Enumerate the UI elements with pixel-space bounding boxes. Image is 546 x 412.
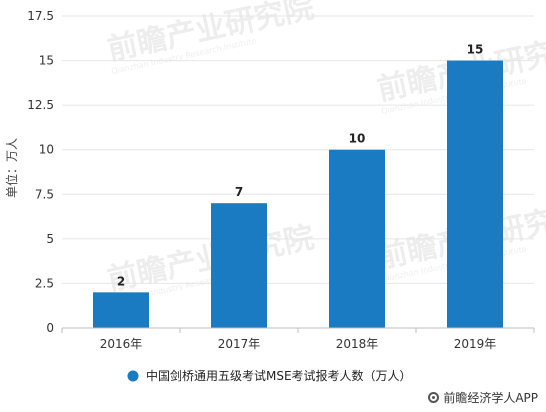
x-tick-label: 2018年 — [336, 337, 379, 351]
y-tick-label: 2.5 — [35, 276, 54, 290]
brand-logo-icon — [428, 392, 440, 403]
bar — [329, 149, 385, 328]
data-label: 7 — [235, 185, 243, 199]
x-tick-label: 2019年 — [454, 337, 497, 351]
data-label: 2 — [117, 274, 125, 288]
y-axis-ticks: 0 2.5 5 7.5 10 12.5 15 17.5 — [27, 9, 54, 335]
watermark-text: 前瞻产业研究院 — [104, 0, 317, 68]
y-tick-label: 17.5 — [27, 9, 54, 23]
legend-marker — [127, 370, 139, 382]
y-tick-label: 10 — [39, 143, 54, 157]
y-tick-label: 12.5 — [27, 98, 54, 112]
legend: 中国剑桥通用五级考试MSE考试报考人数（万人） — [127, 368, 412, 383]
y-tick-label: 7.5 — [35, 187, 54, 201]
bar — [93, 292, 149, 328]
y-tick-label: 15 — [39, 54, 54, 68]
x-tick-label: 2017年 — [218, 337, 261, 351]
y-axis-label: 单位：万人 — [4, 138, 19, 198]
bar — [447, 60, 503, 328]
legend-label: 中国剑桥通用五级考试MSE考试报考人数（万人） — [146, 368, 412, 383]
brand-text: 前瞻经济学人APP — [443, 391, 538, 405]
brand-footer: 前瞻经济学人APP — [428, 389, 538, 406]
data-label: 15 — [467, 43, 484, 57]
data-label: 10 — [349, 132, 366, 146]
bars — [93, 60, 503, 328]
data-labels: 2 7 10 15 — [117, 43, 484, 289]
x-axis-ticks: 2016年 2017年 2018年 2019年 — [61, 328, 535, 351]
y-tick-label: 5 — [46, 232, 54, 246]
x-tick-label: 2016年 — [100, 337, 143, 351]
watermark-text: 前瞻产业研究院 — [104, 220, 317, 298]
y-tick-label: 0 — [46, 321, 54, 335]
bar — [211, 203, 267, 328]
